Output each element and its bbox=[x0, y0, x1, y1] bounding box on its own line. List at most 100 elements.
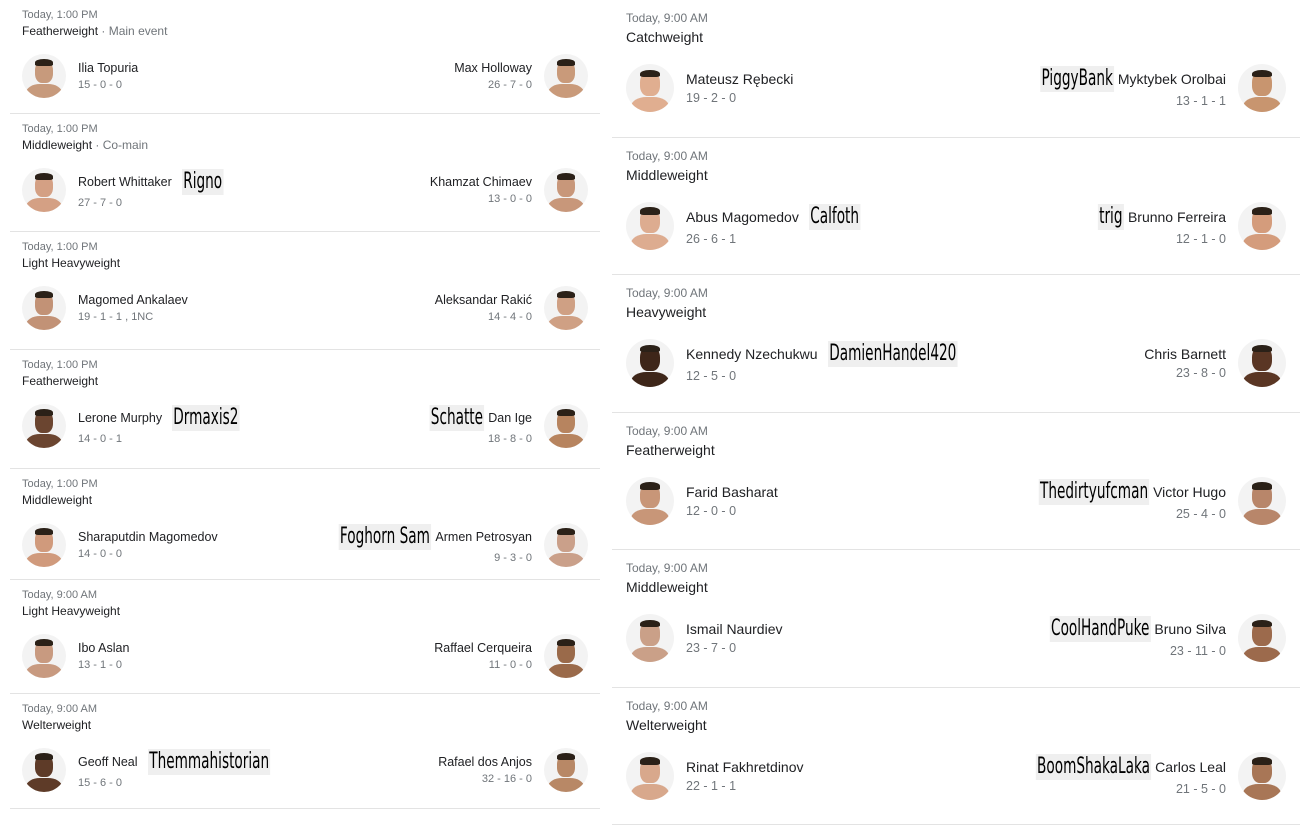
fighter-avatar bbox=[544, 748, 588, 792]
fighter-name[interactable]: Dan Ige bbox=[488, 409, 532, 427]
fight-card[interactable]: Today, 1:00 PM Featherweight Lerone Murp… bbox=[10, 350, 600, 469]
separator: · bbox=[92, 138, 103, 152]
fight-card[interactable]: Today, 9:00 AM Heavyweight Kennedy Nzech… bbox=[612, 275, 1300, 413]
fight-division: Middleweight bbox=[626, 576, 1286, 598]
fighter-name[interactable]: Mateusz Rębecki bbox=[686, 69, 793, 89]
fighter-a[interactable]: Magomed Ankalaev 19 - 1 - 1 , 1NC bbox=[22, 286, 188, 330]
fighter-name[interactable]: Myktybek Orolbai bbox=[1118, 69, 1226, 89]
fighter-avatar bbox=[626, 614, 674, 662]
fight-division: Light Heavyweight bbox=[22, 602, 588, 620]
fighter-a[interactable]: Mateusz Rębecki 19 - 2 - 0 bbox=[626, 64, 793, 112]
fighter-name[interactable]: Brunno Ferreira bbox=[1128, 207, 1226, 227]
fighter-name[interactable]: Max Holloway bbox=[454, 59, 532, 77]
fight-card[interactable]: Today, 9:00 AM Featherweight Farid Basha… bbox=[612, 413, 1300, 551]
fight-card[interactable]: Today, 9:00 AM Middleweight Ismail Naurd… bbox=[612, 550, 1300, 688]
division-label: Featherweight bbox=[22, 24, 98, 38]
fighter-a[interactable]: Kennedy Nzechukwu DamienHandel420 12 - 5 … bbox=[626, 339, 957, 387]
matchup: Sharaputdin Magomedov 14 - 0 - 0 Foghorn… bbox=[22, 523, 588, 567]
fighter-record: 11 - 0 - 0 bbox=[489, 657, 532, 673]
fighter-name[interactable]: Robert Whittaker bbox=[78, 173, 172, 191]
fight-division: Featherweight bbox=[626, 439, 1286, 461]
fight-card[interactable]: Today, 9:00 AM Light Heavyweight Ibo Asl… bbox=[10, 580, 600, 694]
fight-card[interactable]: Today, 1:00 PM Featherweight · Main even… bbox=[10, 0, 600, 114]
fighter-b[interactable]: Chris Barnett 23 - 8 - 0 bbox=[1144, 339, 1286, 387]
separator: · bbox=[98, 24, 109, 38]
fighter-a[interactable]: Farid Basharat 12 - 0 - 0 bbox=[626, 477, 778, 525]
fighter-b[interactable]: Aleksandar Rakić 14 - 4 - 0 bbox=[435, 286, 588, 330]
fighter-name[interactable]: Aleksandar Rakić bbox=[435, 291, 532, 309]
fight-card[interactable]: Today, 9:00 AM Middleweight Abus Magomed… bbox=[612, 138, 1300, 276]
fighter-avatar bbox=[626, 202, 674, 250]
fighter-a[interactable]: Ismail Naurdiev 23 - 7 - 0 bbox=[626, 614, 782, 662]
fighter-b[interactable]: Max Holloway 26 - 7 - 0 bbox=[454, 54, 588, 98]
fighter-avatar bbox=[1238, 752, 1286, 800]
user-pick-label: Drmaxis2 bbox=[172, 405, 240, 431]
fighter-name[interactable]: Ilia Topuria bbox=[78, 59, 138, 77]
fighter-record: 13 - 0 - 0 bbox=[488, 191, 532, 207]
fighter-record: 12 - 1 - 0 bbox=[1176, 230, 1226, 248]
fighter-name[interactable]: Kennedy Nzechukwu bbox=[686, 344, 818, 364]
fight-time: Today, 9:00 AM bbox=[626, 10, 1286, 26]
fighter-a[interactable]: Rinat Fakhretdinov 22 - 1 - 1 bbox=[626, 752, 804, 800]
fighter-avatar bbox=[626, 477, 674, 525]
fighter-avatar bbox=[544, 523, 588, 567]
fighter-name[interactable]: Geoff Neal bbox=[78, 753, 138, 771]
fighter-avatar bbox=[1238, 477, 1286, 525]
division-label: Middleweight bbox=[22, 138, 92, 152]
fighter-name[interactable]: Bruno Silva bbox=[1154, 619, 1226, 639]
fighter-b[interactable]: Rafael dos Anjos 32 - 16 - 0 bbox=[438, 748, 588, 792]
fighter-avatar bbox=[626, 752, 674, 800]
user-pick-label: Calfoth bbox=[809, 204, 860, 230]
fight-card[interactable]: Today, 1:00 PM Light Heavyweight Magomed… bbox=[10, 232, 600, 350]
fight-card[interactable]: Today, 1:00 PM Middleweight Sharaputdin … bbox=[10, 469, 600, 580]
fight-card[interactable]: Today, 1:00 PM Middleweight · Co-main Ro… bbox=[10, 114, 600, 232]
fighter-avatar bbox=[544, 404, 588, 448]
fighter-record: 23 - 7 - 0 bbox=[686, 639, 736, 657]
division-label: Middleweight bbox=[626, 579, 708, 595]
fighter-b[interactable]: Khamzat Chimaev 13 - 0 - 0 bbox=[430, 168, 588, 212]
matchup: Rinat Fakhretdinov 22 - 1 - 1 BoomShakaL… bbox=[626, 752, 1286, 800]
fighter-name[interactable]: Armen Petrosyan bbox=[435, 528, 532, 546]
fighter-name[interactable]: Sharaputdin Magomedov bbox=[78, 528, 218, 546]
fighter-b[interactable]: Raffael Cerqueira 11 - 0 - 0 bbox=[434, 634, 588, 678]
fighter-a[interactable]: Ilia Topuria 15 - 0 - 0 bbox=[22, 54, 138, 98]
fighter-record: 12 - 5 - 0 bbox=[686, 367, 736, 385]
fighter-name[interactable]: Farid Basharat bbox=[686, 482, 778, 502]
fighter-name[interactable]: Carlos Leal bbox=[1155, 757, 1226, 777]
fighter-name[interactable]: Lerone Murphy bbox=[78, 409, 162, 427]
fighter-name[interactable]: Khamzat Chimaev bbox=[430, 173, 532, 191]
fighter-avatar bbox=[22, 523, 66, 567]
fighter-name[interactable]: Chris Barnett bbox=[1144, 344, 1226, 364]
fight-time: Today, 9:00 AM bbox=[22, 588, 588, 602]
division-label: Featherweight bbox=[626, 442, 715, 458]
user-pick-label: DamienHandel420 bbox=[828, 341, 958, 367]
fighter-name[interactable]: Ibo Aslan bbox=[78, 639, 129, 657]
fighter-name[interactable]: Raffael Cerqueira bbox=[434, 639, 532, 657]
fighter-name[interactable]: Rafael dos Anjos bbox=[438, 753, 532, 771]
fighter-name[interactable]: Magomed Ankalaev bbox=[78, 291, 188, 309]
fight-time: Today, 1:00 PM bbox=[22, 477, 588, 491]
fight-division: Middleweight bbox=[626, 164, 1286, 186]
fighter-name[interactable]: Abus Magomedov bbox=[686, 207, 799, 227]
fighter-a[interactable]: Ibo Aslan 13 - 1 - 0 bbox=[22, 634, 129, 678]
fighter-name[interactable]: Ismail Naurdiev bbox=[686, 619, 782, 639]
fighter-a[interactable]: Sharaputdin Magomedov 14 - 0 - 0 bbox=[22, 523, 218, 567]
fight-card[interactable]: Today, 9:00 AM Welterweight Rinat Fakhre… bbox=[612, 688, 1300, 825]
fight-card[interactable]: Today, 9:00 AM Catchweight Mateusz Rębec… bbox=[612, 0, 1300, 138]
fighter-name[interactable]: Rinat Fakhretdinov bbox=[686, 757, 804, 777]
fighter-name[interactable]: Victor Hugo bbox=[1153, 482, 1226, 502]
